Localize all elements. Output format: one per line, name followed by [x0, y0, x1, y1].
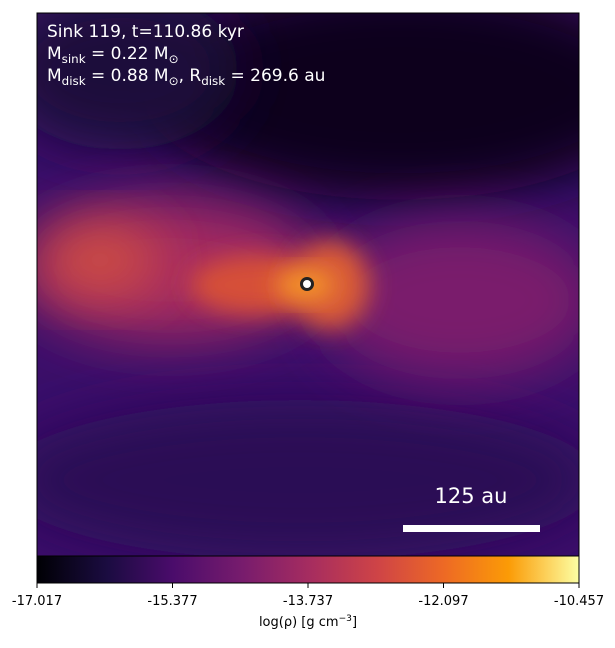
tick-label: -13.737 — [283, 594, 333, 609]
text-part: log(ρ) [g cm — [259, 615, 339, 630]
text-part: = 269.6 au — [225, 66, 325, 86]
text-part: M — [47, 66, 62, 86]
scale-bar — [403, 525, 540, 532]
subscript: disk — [201, 74, 225, 88]
subscript: ⊙ — [169, 74, 179, 88]
tick-label: -15.377 — [147, 594, 197, 609]
annotation-line: Msink = 0.22 M⊙ — [47, 44, 179, 66]
text-part: Sink 119, t=110.86 kyr — [47, 22, 244, 42]
sink-marker — [300, 277, 314, 291]
tick-label: -10.457 — [554, 594, 604, 609]
annotation-line: Mdisk = 0.88 M⊙, Rdisk = 269.6 au — [47, 66, 325, 88]
scale-bar-label: 125 au — [435, 484, 508, 508]
tick-label: -12.097 — [418, 594, 468, 609]
annotation-line: Sink 119, t=110.86 kyr — [47, 22, 244, 42]
text-part: = 0.88 M — [86, 66, 169, 86]
colorbar — [36, 555, 580, 584]
density-map — [37, 13, 579, 556]
tick-label: -17.017 — [12, 594, 62, 609]
text-part: M — [47, 44, 62, 64]
subscript: sink — [62, 52, 86, 66]
subscript: disk — [62, 74, 86, 88]
subscript: ⊙ — [169, 52, 179, 66]
text-part: ] — [352, 615, 357, 630]
text-part: = 0.22 M — [86, 44, 169, 64]
supscript: −3 — [339, 614, 353, 624]
text-part: , R — [179, 66, 202, 86]
colorbar-label: log(ρ) [g cm−3] — [259, 614, 357, 630]
